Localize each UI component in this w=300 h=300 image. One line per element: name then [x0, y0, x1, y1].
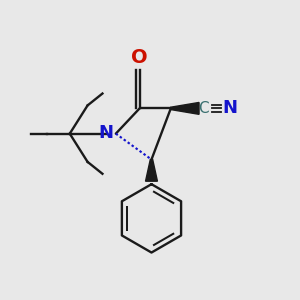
Polygon shape — [171, 102, 199, 114]
Text: O: O — [131, 48, 148, 68]
Polygon shape — [146, 160, 158, 181]
Text: N: N — [99, 124, 114, 142]
Text: C: C — [198, 101, 209, 116]
Text: N: N — [223, 99, 238, 117]
